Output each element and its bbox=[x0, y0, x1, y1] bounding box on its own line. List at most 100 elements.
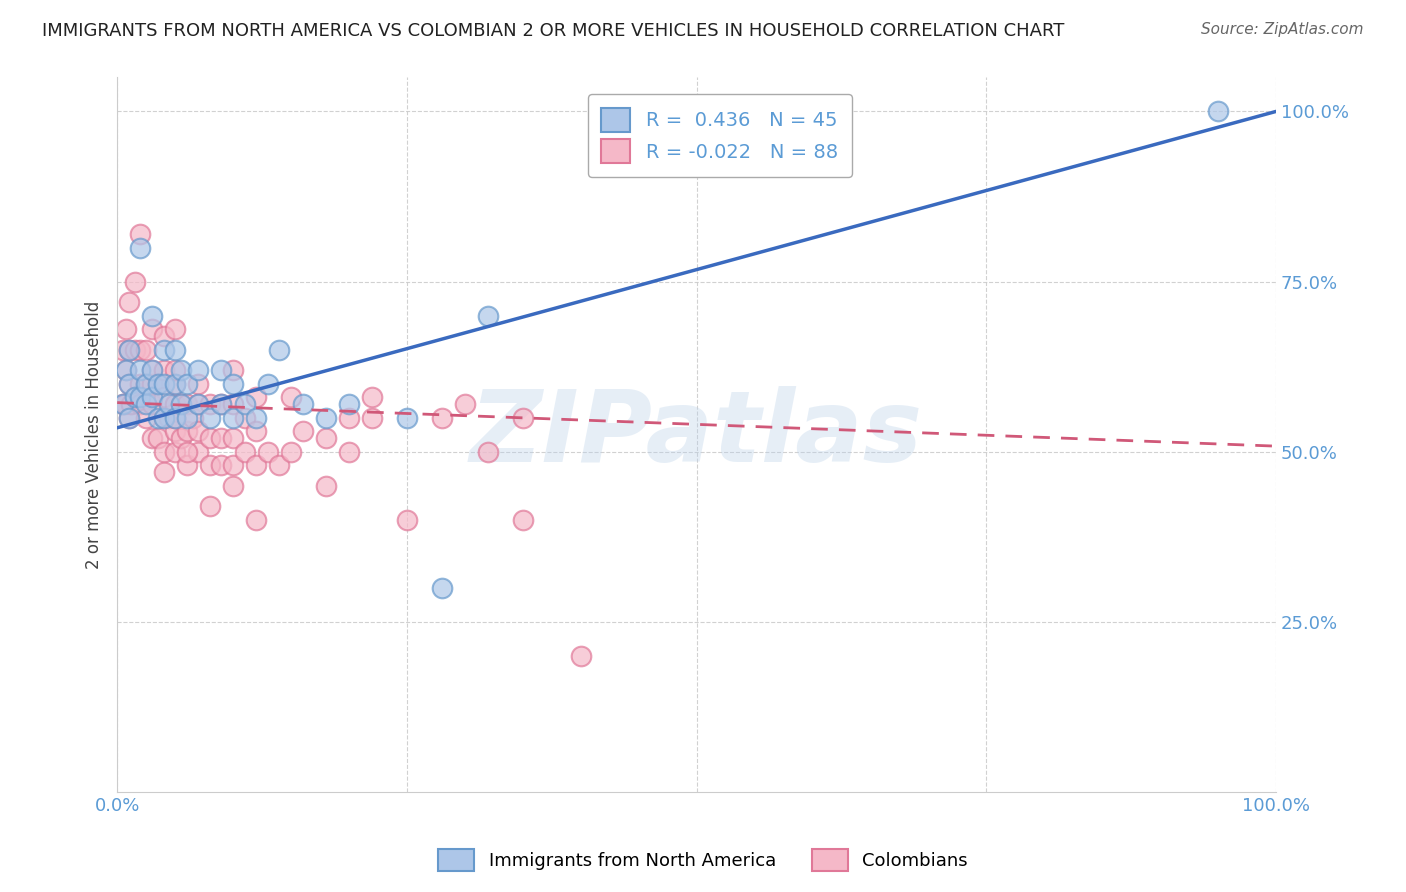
Point bbox=[152, 465, 174, 479]
Point bbox=[170, 431, 193, 445]
Point bbox=[245, 513, 267, 527]
Point bbox=[157, 397, 180, 411]
Point bbox=[129, 376, 152, 391]
Point bbox=[170, 363, 193, 377]
Point bbox=[170, 397, 193, 411]
Point bbox=[176, 397, 198, 411]
Point bbox=[118, 294, 141, 309]
Point bbox=[129, 390, 152, 404]
Point bbox=[198, 410, 221, 425]
Point bbox=[477, 444, 499, 458]
Point bbox=[118, 410, 141, 425]
Point bbox=[395, 410, 418, 425]
Point bbox=[152, 376, 174, 391]
Text: ZIPatlas: ZIPatlas bbox=[470, 386, 924, 483]
Point bbox=[135, 343, 157, 357]
Point bbox=[187, 363, 209, 377]
Point bbox=[291, 424, 314, 438]
Point bbox=[135, 397, 157, 411]
Point bbox=[141, 431, 163, 445]
Point bbox=[361, 390, 384, 404]
Point bbox=[152, 444, 174, 458]
Point bbox=[198, 499, 221, 513]
Point bbox=[124, 390, 146, 404]
Point bbox=[165, 397, 187, 411]
Point bbox=[118, 376, 141, 391]
Point bbox=[146, 376, 169, 391]
Point bbox=[222, 397, 245, 411]
Point bbox=[337, 410, 360, 425]
Point bbox=[477, 309, 499, 323]
Point bbox=[256, 376, 278, 391]
Point bbox=[111, 397, 134, 411]
Point bbox=[165, 410, 187, 425]
Point bbox=[114, 397, 136, 411]
Point bbox=[146, 431, 169, 445]
Point bbox=[337, 444, 360, 458]
Point bbox=[269, 458, 291, 473]
Point bbox=[245, 390, 267, 404]
Point bbox=[157, 410, 180, 425]
Point bbox=[124, 343, 146, 357]
Point bbox=[129, 397, 152, 411]
Point bbox=[315, 478, 337, 492]
Point bbox=[141, 397, 163, 411]
Legend: Immigrants from North America, Colombians: Immigrants from North America, Colombian… bbox=[430, 842, 976, 879]
Point bbox=[152, 390, 174, 404]
Point bbox=[165, 363, 187, 377]
Text: IMMIGRANTS FROM NORTH AMERICA VS COLOMBIAN 2 OR MORE VEHICLES IN HOUSEHOLD CORRE: IMMIGRANTS FROM NORTH AMERICA VS COLOMBI… bbox=[42, 22, 1064, 40]
Point bbox=[291, 397, 314, 411]
Point bbox=[233, 397, 256, 411]
Point bbox=[165, 444, 187, 458]
Point bbox=[222, 363, 245, 377]
Point bbox=[146, 376, 169, 391]
Point bbox=[1206, 104, 1229, 119]
Point bbox=[211, 458, 233, 473]
Point bbox=[165, 424, 187, 438]
Text: Source: ZipAtlas.com: Source: ZipAtlas.com bbox=[1201, 22, 1364, 37]
Point bbox=[198, 431, 221, 445]
Point bbox=[146, 410, 169, 425]
Point bbox=[512, 410, 534, 425]
Point bbox=[280, 444, 302, 458]
Point bbox=[245, 458, 267, 473]
Point bbox=[198, 458, 221, 473]
Point bbox=[135, 410, 157, 425]
Point bbox=[454, 397, 477, 411]
Point bbox=[124, 275, 146, 289]
Point bbox=[129, 343, 152, 357]
Point bbox=[115, 363, 138, 377]
Point bbox=[222, 376, 245, 391]
Point bbox=[135, 376, 157, 391]
Point bbox=[211, 397, 233, 411]
Point bbox=[198, 397, 221, 411]
Point bbox=[395, 513, 418, 527]
Point bbox=[187, 397, 209, 411]
Legend: R =  0.436   N = 45, R = -0.022   N = 88: R = 0.436 N = 45, R = -0.022 N = 88 bbox=[588, 95, 852, 177]
Point bbox=[176, 376, 198, 391]
Point bbox=[361, 410, 384, 425]
Point bbox=[176, 410, 198, 425]
Point bbox=[129, 363, 152, 377]
Point bbox=[118, 410, 141, 425]
Point bbox=[176, 444, 198, 458]
Point bbox=[176, 458, 198, 473]
Point bbox=[181, 410, 204, 425]
Point bbox=[141, 322, 163, 336]
Point bbox=[141, 363, 163, 377]
Point bbox=[222, 478, 245, 492]
Point bbox=[222, 458, 245, 473]
Point bbox=[135, 376, 157, 391]
Point bbox=[211, 431, 233, 445]
Point bbox=[245, 424, 267, 438]
Point bbox=[337, 397, 360, 411]
Point bbox=[165, 410, 187, 425]
Point bbox=[111, 397, 134, 411]
Point bbox=[152, 410, 174, 425]
Point bbox=[512, 513, 534, 527]
Point bbox=[233, 444, 256, 458]
Point bbox=[118, 343, 141, 357]
Point bbox=[141, 363, 163, 377]
Point bbox=[430, 410, 453, 425]
Point bbox=[222, 410, 245, 425]
